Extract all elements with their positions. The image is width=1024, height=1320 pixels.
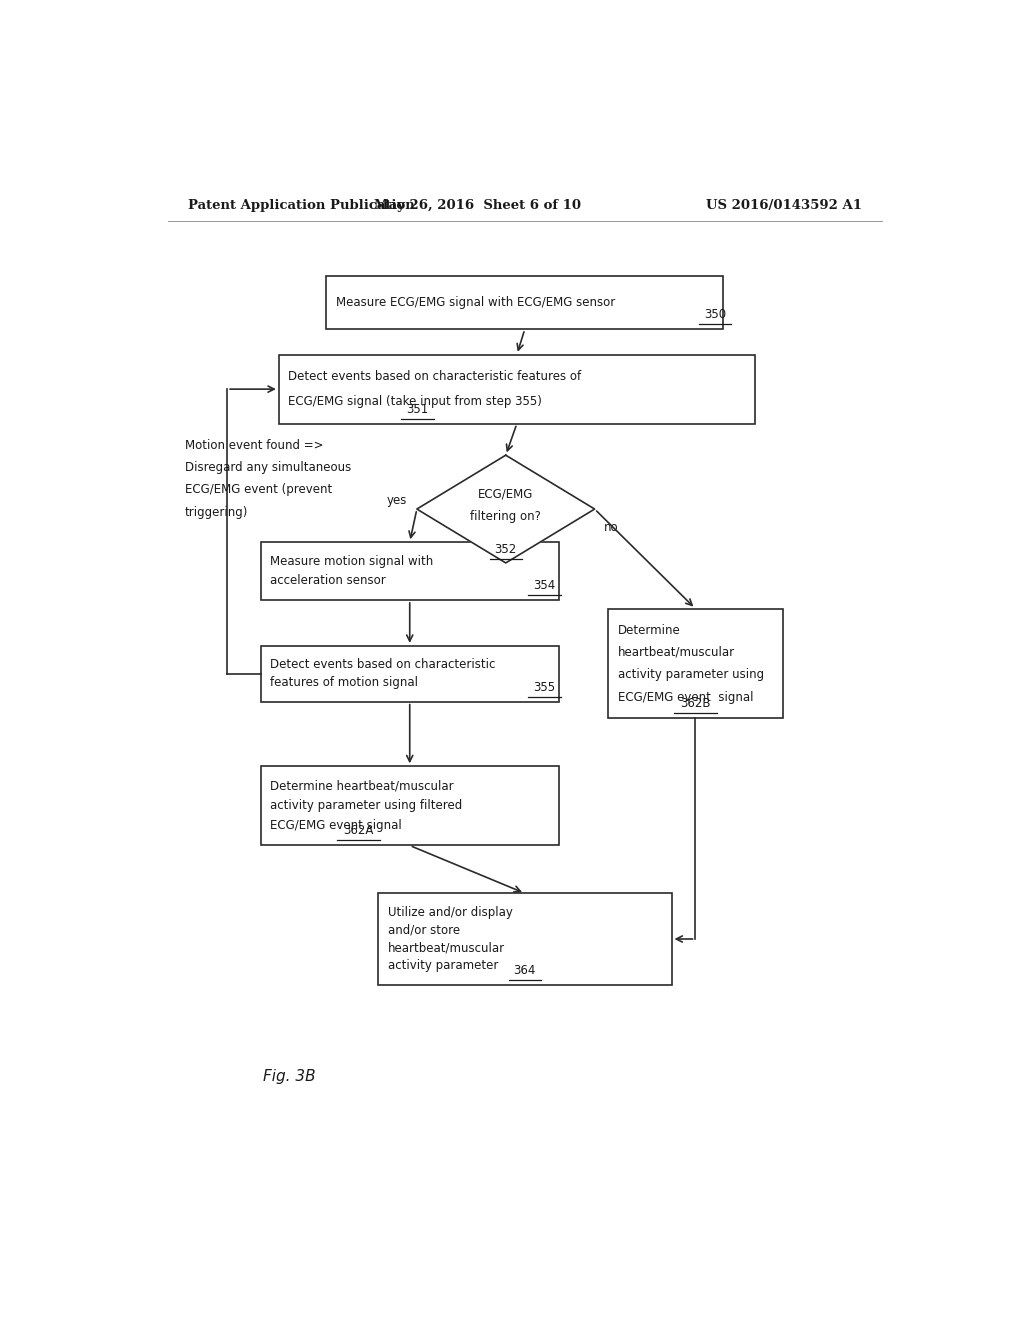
- Text: heartbeat/muscular: heartbeat/muscular: [617, 645, 735, 659]
- Text: activity parameter using: activity parameter using: [617, 668, 764, 681]
- Text: Fig. 3B: Fig. 3B: [263, 1069, 315, 1084]
- Text: ECG/EMG event signal: ECG/EMG event signal: [270, 818, 402, 832]
- Bar: [261, 766, 558, 846]
- Text: Motion event found =>: Motion event found =>: [185, 438, 324, 451]
- Text: filtering on?: filtering on?: [470, 510, 542, 523]
- Text: Measure motion signal with: Measure motion signal with: [270, 556, 434, 568]
- Text: and/or store: and/or store: [387, 924, 460, 937]
- Text: ECG/EMG event (prevent: ECG/EMG event (prevent: [185, 483, 333, 496]
- Text: Determine: Determine: [617, 623, 680, 636]
- Text: activity parameter using filtered: activity parameter using filtered: [270, 800, 463, 812]
- Text: yes: yes: [387, 495, 408, 507]
- Text: activity parameter: activity parameter: [387, 960, 498, 972]
- Text: 362B: 362B: [680, 697, 711, 710]
- Text: 350: 350: [705, 308, 726, 321]
- Bar: [327, 276, 723, 329]
- Text: 354: 354: [534, 579, 556, 591]
- Text: 352: 352: [495, 543, 517, 556]
- Text: Measure ECG/EMG signal with ECG/EMG sensor: Measure ECG/EMG signal with ECG/EMG sens…: [336, 296, 615, 309]
- Text: triggering): triggering): [185, 506, 249, 519]
- Text: Utilize and/or display: Utilize and/or display: [387, 906, 512, 919]
- Bar: [261, 543, 558, 601]
- Bar: [261, 645, 558, 702]
- Text: 362A: 362A: [343, 825, 374, 837]
- Text: no: no: [604, 521, 618, 533]
- Text: US 2016/0143592 A1: US 2016/0143592 A1: [707, 198, 862, 211]
- Text: Determine heartbeat/muscular: Determine heartbeat/muscular: [270, 780, 454, 793]
- Text: heartbeat/muscular: heartbeat/muscular: [387, 941, 505, 954]
- Polygon shape: [417, 455, 595, 562]
- Bar: [608, 609, 782, 718]
- Text: 364: 364: [514, 964, 536, 977]
- Text: ECG/EMG event  signal: ECG/EMG event signal: [617, 690, 753, 704]
- Text: ECG/EMG signal (take input from step 355): ECG/EMG signal (take input from step 355…: [289, 395, 542, 408]
- Text: features of motion signal: features of motion signal: [270, 676, 419, 689]
- Text: Detect events based on characteristic features of: Detect events based on characteristic fe…: [289, 371, 582, 383]
- Text: 355: 355: [534, 681, 556, 693]
- Bar: [378, 894, 672, 985]
- Bar: [279, 355, 755, 424]
- Text: Detect events based on characteristic: Detect events based on characteristic: [270, 659, 496, 672]
- Text: May 26, 2016  Sheet 6 of 10: May 26, 2016 Sheet 6 of 10: [374, 198, 581, 211]
- Text: acceleration sensor: acceleration sensor: [270, 574, 386, 587]
- Text: 351: 351: [407, 403, 429, 416]
- Text: Patent Application Publication: Patent Application Publication: [187, 198, 415, 211]
- Text: Disregard any simultaneous: Disregard any simultaneous: [185, 461, 351, 474]
- Text: ECG/EMG: ECG/EMG: [478, 487, 534, 500]
